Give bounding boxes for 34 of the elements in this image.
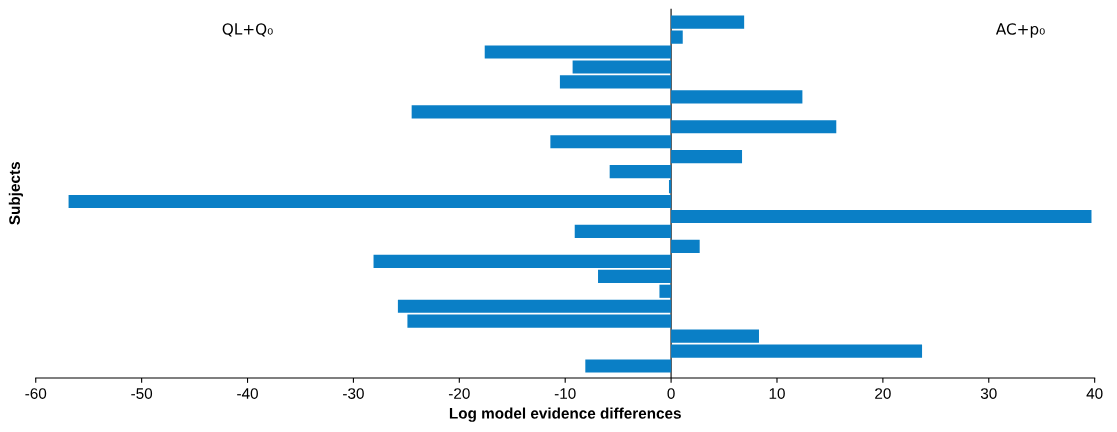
bar [609,165,672,179]
bar [668,180,672,194]
bar [407,314,672,328]
x-axis-title: Log model evidence differences [449,407,681,422]
bar [550,135,672,149]
bar [671,120,837,134]
bar [68,194,672,209]
x-tick-label: -30 [343,388,364,399]
x-tick-label: -10 [554,388,576,399]
x-tick-label: 20 [875,388,891,399]
x-tick-label: 30 [980,388,997,399]
x-tick-label: 0 [667,388,675,399]
bar [598,269,672,283]
bar [671,239,700,253]
x-tick-label: -20 [448,388,470,399]
bar [585,359,672,373]
x-tick-label: -40 [237,388,258,399]
annotation: QL+Q₀ [222,23,273,37]
bar [671,329,759,343]
bar [671,150,743,164]
x-tick-label: 40 [1086,388,1103,399]
bar [659,284,672,298]
x-tick-label: -50 [131,388,153,399]
bar [671,209,1092,224]
bar [411,105,672,119]
bar [671,344,923,358]
bar [397,299,672,313]
bar [574,224,672,239]
y-axis-title: Subjects [8,162,24,225]
annotation: AC+p₀ [995,23,1045,38]
x-tick-label: -60 [25,388,47,399]
bar [671,90,803,104]
x-tick-label: 10 [769,388,785,399]
bar [373,254,672,268]
